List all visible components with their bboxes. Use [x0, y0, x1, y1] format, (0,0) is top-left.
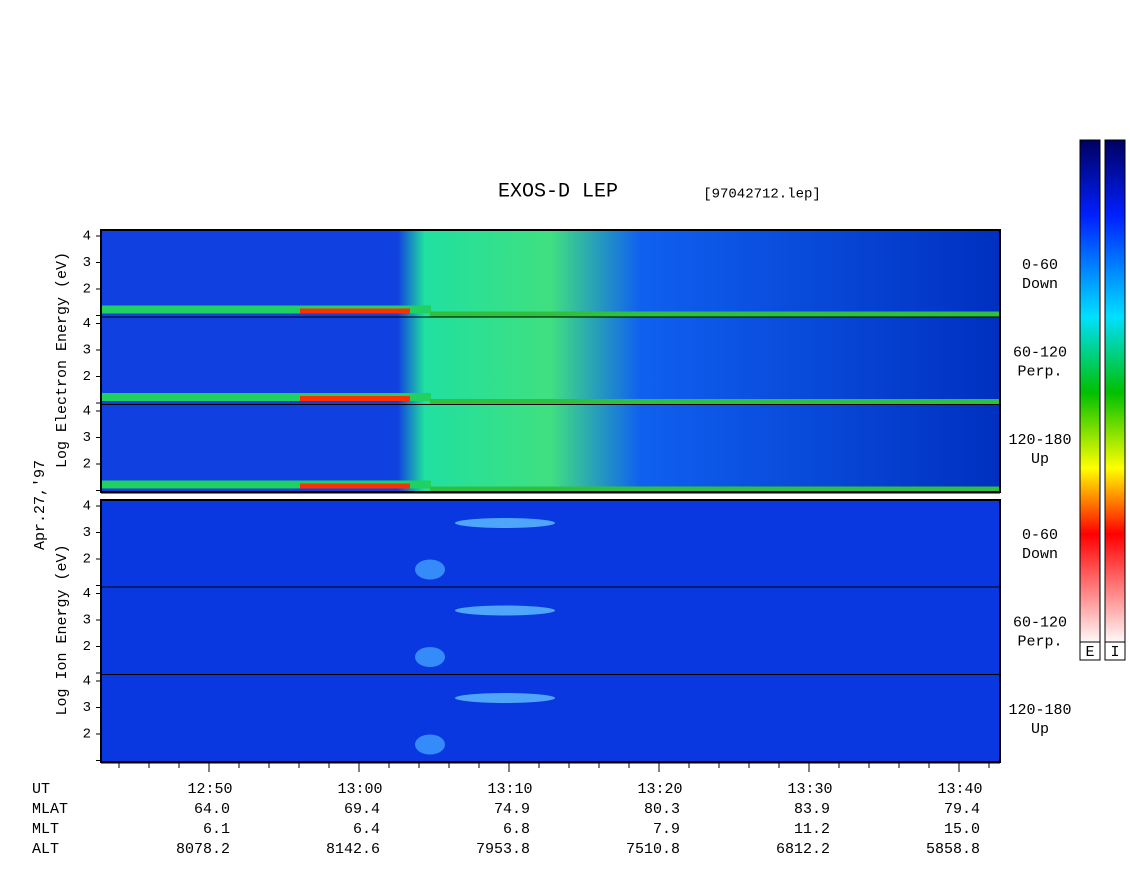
row-value: 13:00 [337, 781, 382, 798]
spectrogram-band [101, 393, 431, 401]
row-value: 11.2 [794, 821, 830, 838]
row-name: UT [32, 781, 50, 798]
row-value: 7953.8 [476, 841, 530, 858]
colorbar-label: I [1110, 644, 1119, 661]
file-name: [97042712.lep] [703, 187, 821, 203]
y-tick-label: 2 [83, 369, 91, 385]
plot-frame [100, 229, 1001, 493]
title: EXOS-D LEP [498, 180, 618, 203]
row-value: 6.4 [353, 821, 380, 838]
spectrogram-band [300, 483, 410, 489]
panel-direction: Up [1031, 451, 1049, 468]
spectrogram-band [101, 480, 431, 489]
ion-axis-label: Log Ion Energy (eV) [54, 544, 71, 715]
y-tick-label: 4 [83, 404, 91, 420]
spectrogram-feature [415, 559, 445, 580]
spectrogram-band [101, 305, 431, 314]
y-tick-label: 2 [83, 727, 91, 743]
row-value: 6.8 [503, 821, 530, 838]
row-value: 6.1 [203, 821, 230, 838]
y-tick-label: 2 [83, 282, 91, 298]
electron-axis-label: Log Electron Energy (eV) [54, 252, 71, 468]
panel-range: 60-120 [1013, 614, 1067, 631]
colorbar [1104, 139, 1126, 646]
spectrogram-feature [455, 518, 555, 528]
row-value: 8078.2 [176, 841, 230, 858]
colorbar-label-box [1079, 641, 1101, 661]
row-value: 13:10 [487, 781, 532, 798]
y-tick-label: 4 [83, 674, 91, 690]
spectrogram-panel [101, 405, 1000, 493]
spectrogram-band [300, 396, 410, 401]
y-tick-label: 3 [83, 255, 91, 271]
row-value: 69.4 [344, 801, 380, 818]
row-name: MLT [32, 821, 59, 838]
spectrogram-panel [101, 500, 1000, 588]
date: Apr.27,'97 [32, 460, 49, 550]
row-value: 79.4 [944, 801, 980, 818]
row-value: 13:20 [637, 781, 682, 798]
panel-direction: Down [1022, 276, 1058, 293]
row-value: 7510.8 [626, 841, 680, 858]
panel-direction: Perp. [1017, 633, 1062, 650]
spectrogram-panel [101, 317, 1000, 405]
row-value: 80.3 [644, 801, 680, 818]
panel-range: 120-180 [1008, 432, 1071, 449]
y-tick-label: 2 [83, 457, 91, 473]
panel-direction: Up [1031, 721, 1049, 738]
spectrogram-panel [101, 230, 1000, 318]
panel-range: 120-180 [1008, 702, 1071, 719]
row-value: 8142.6 [326, 841, 380, 858]
panel-direction: Perp. [1017, 363, 1062, 380]
spectrogram-feature [455, 605, 555, 616]
row-value: 83.9 [794, 801, 830, 818]
spectrogram-panel [101, 587, 1000, 675]
y-tick-label: 4 [83, 316, 91, 332]
panel-range: 0-60 [1022, 527, 1058, 544]
y-tick-label: 4 [83, 499, 91, 515]
colorbar-label-box [1104, 641, 1126, 661]
panel-range: 60-120 [1013, 344, 1067, 361]
spectrogram-panel [101, 675, 1000, 763]
row-value: 64.0 [194, 801, 230, 818]
spectrogram-band [300, 308, 410, 314]
row-value: 7.9 [653, 821, 680, 838]
spectrogram-band [430, 311, 1000, 317]
row-value: 12:50 [187, 781, 232, 798]
row-name: MLAT [32, 801, 68, 818]
spectrogram-feature [415, 734, 445, 755]
colorbar [1079, 139, 1101, 646]
colorbar-label: E [1085, 644, 1094, 661]
spectrogram-feature [455, 693, 555, 703]
row-value: 74.9 [494, 801, 530, 818]
panel-range: 0-60 [1022, 257, 1058, 274]
panel-direction: Down [1022, 546, 1058, 563]
y-tick-label: 3 [83, 343, 91, 359]
y-tick-label: 2 [83, 639, 91, 655]
row-name: ALT [32, 841, 59, 858]
row-value: 15.0 [944, 821, 980, 838]
spectrogram-band [430, 486, 1000, 492]
y-tick-label: 3 [83, 700, 91, 716]
row-value: 13:40 [937, 781, 982, 798]
y-tick-label: 4 [83, 586, 91, 602]
y-tick-label: 3 [83, 525, 91, 541]
y-tick-label: 3 [83, 613, 91, 629]
row-value: 13:30 [787, 781, 832, 798]
y-tick-label: 2 [83, 552, 91, 568]
spectrogram-feature [415, 647, 445, 667]
row-value: 5858.8 [926, 841, 980, 858]
spectrogram-band [430, 399, 1000, 404]
row-value: 6812.2 [776, 841, 830, 858]
y-tick-label: 4 [83, 229, 91, 245]
y-tick-label: 3 [83, 430, 91, 446]
